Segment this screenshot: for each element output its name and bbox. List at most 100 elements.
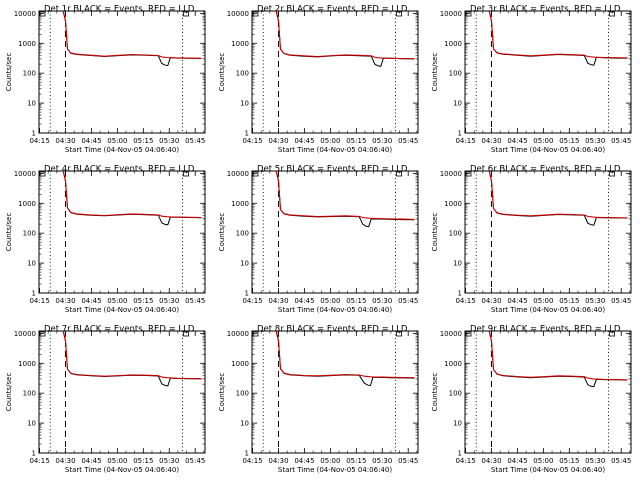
x-tick-label: 04:15 <box>29 137 49 145</box>
x-tick-label: 04:15 <box>455 297 475 305</box>
x-tick-label: 05:45 <box>611 297 631 305</box>
y-axis-label: Counts/sec <box>218 373 226 412</box>
y-tick-label: 10 <box>453 100 462 108</box>
flag-box <box>252 331 259 337</box>
y-axis-label: Counts/sec <box>5 213 13 252</box>
lld-series-line <box>62 330 202 380</box>
plot-frame <box>251 10 419 134</box>
y-axis-label: Counts/sec <box>431 213 439 252</box>
x-tick-label: 04:30 <box>481 457 501 465</box>
x-axis-label: Start Time (04-Nov-05 04:06:40) <box>65 306 179 314</box>
panel-det-2r: Det 2r BLACK = Events, RED = LLD 1 10 100 10… <box>218 5 419 154</box>
panel-title: Det 7r BLACK = Events, RED = LLD <box>44 325 195 335</box>
x-tick-label: 05:00 <box>320 137 340 145</box>
x-tick-label: 04:45 <box>294 457 314 465</box>
x-axis-label: Start Time (04-Nov-05 04:06:40) <box>65 146 179 154</box>
panel-title: Det 5r BLACK = Events, RED = LLD <box>257 165 408 175</box>
panel-det-4r: Det 4r BLACK = Events, RED = LLD 1 10 100 10… <box>5 165 206 314</box>
flag-box <box>39 171 46 177</box>
x-axis-label: Start Time (04-Nov-05 04:06:40) <box>278 146 392 154</box>
x-tick-label: 05:15 <box>346 297 366 305</box>
panel-det-5r: Det 5r BLACK = Events, RED = LLD 1 10 100 10… <box>218 165 419 314</box>
x-tick-label: 05:45 <box>185 137 205 145</box>
panel-det-1r: Det 1r BLACK = Events, RED = LLD 1 10 100 10… <box>5 5 206 154</box>
y-tick-label: 10 <box>453 420 462 428</box>
y-tick-label: 100 <box>236 70 249 78</box>
events-series-line <box>488 330 628 388</box>
x-axis-label: Start Time (04-Nov-05 04:06:40) <box>491 466 605 474</box>
y-tick-label: 100 <box>449 230 462 238</box>
lld-series-line <box>62 170 202 219</box>
y-tick-label: 10000 <box>227 330 249 338</box>
x-tick-label: 04:45 <box>507 457 527 465</box>
x-tick-label: 05:15 <box>346 457 366 465</box>
y-tick-label: 10 <box>27 420 36 428</box>
y-tick-label: 10000 <box>14 10 36 18</box>
x-tick-label: 04:45 <box>294 297 314 305</box>
x-tick-label: 04:15 <box>242 457 262 465</box>
y-tick-label: 1 <box>458 290 462 298</box>
x-tick-label: 04:45 <box>81 457 101 465</box>
x-tick-label: 04:30 <box>481 137 501 145</box>
x-tick-label: 05:15 <box>559 137 579 145</box>
x-tick-label: 05:00 <box>320 297 340 305</box>
flag-box <box>252 11 259 17</box>
x-tick-label: 05:45 <box>611 137 631 145</box>
x-tick-label: 05:00 <box>107 137 127 145</box>
y-tick-label: 100 <box>23 70 36 78</box>
y-tick-label: 1000 <box>231 200 249 208</box>
y-tick-label: 10000 <box>440 330 462 338</box>
y-tick-label: 1000 <box>18 40 36 48</box>
y-tick-label: 100 <box>449 390 462 398</box>
lld-series-line <box>275 330 415 379</box>
x-tick-label: 05:15 <box>559 457 579 465</box>
panel-title: Det 1r BLACK = Events, RED = LLD <box>44 5 195 15</box>
x-tick-label: 04:30 <box>268 457 288 465</box>
x-tick-label: 05:30 <box>585 457 605 465</box>
plot-frame <box>38 170 206 294</box>
flag-box <box>465 331 472 337</box>
y-tick-label: 1 <box>32 130 36 138</box>
lld-series-line <box>275 10 415 60</box>
panel-title: Det 3r BLACK = Events, RED = LLD <box>470 5 621 15</box>
x-tick-label: 05:15 <box>133 297 153 305</box>
y-tick-label: 10000 <box>440 10 462 18</box>
x-tick-label: 05:30 <box>372 297 392 305</box>
y-tick-label: 100 <box>449 70 462 78</box>
x-tick-label: 05:15 <box>133 137 153 145</box>
lld-series-line <box>488 170 628 219</box>
x-tick-label: 04:15 <box>29 457 49 465</box>
x-tick-label: 04:45 <box>507 137 527 145</box>
y-tick-label: 100 <box>236 230 249 238</box>
y-tick-label: 1 <box>245 450 249 458</box>
panel-title: Det 2r BLACK = Events, RED = LLD <box>257 5 408 15</box>
y-tick-label: 1000 <box>444 200 462 208</box>
x-tick-label: 05:30 <box>585 137 605 145</box>
panel-title: Det 8r BLACK = Events, RED = LLD <box>257 325 408 335</box>
flag-box <box>396 171 402 177</box>
x-tick-label: 05:30 <box>372 137 392 145</box>
y-tick-label: 10000 <box>14 170 36 178</box>
panel-title: Det 9r BLACK = Events, RED = LLD <box>470 325 621 335</box>
y-tick-label: 1 <box>32 450 36 458</box>
x-tick-label: 04:30 <box>55 137 75 145</box>
y-tick-label: 10000 <box>14 330 36 338</box>
x-tick-label: 05:45 <box>398 137 418 145</box>
lld-series-line <box>62 10 202 59</box>
x-tick-label: 05:00 <box>320 457 340 465</box>
x-tick-label: 05:00 <box>533 457 553 465</box>
x-tick-label: 05:00 <box>107 457 127 465</box>
lld-series-line <box>488 330 628 381</box>
x-tick-label: 05:30 <box>585 297 605 305</box>
y-tick-label: 10000 <box>227 10 249 18</box>
y-tick-label: 1000 <box>444 360 462 368</box>
panel-det-9r: Det 9r BLACK = Events, RED = LLD 1 10 100 10… <box>431 325 632 474</box>
panel-det-8r: Det 8r BLACK = Events, RED = LLD 1 10 100 10… <box>218 325 419 474</box>
y-axis-label: Counts/sec <box>431 53 439 92</box>
y-axis-label: Counts/sec <box>218 213 226 252</box>
plot-frame <box>464 10 632 134</box>
y-tick-label: 1000 <box>231 360 249 368</box>
panel-title: Det 4r BLACK = Events, RED = LLD <box>44 165 195 175</box>
lld-series-line <box>275 170 415 220</box>
x-tick-label: 05:15 <box>346 137 366 145</box>
